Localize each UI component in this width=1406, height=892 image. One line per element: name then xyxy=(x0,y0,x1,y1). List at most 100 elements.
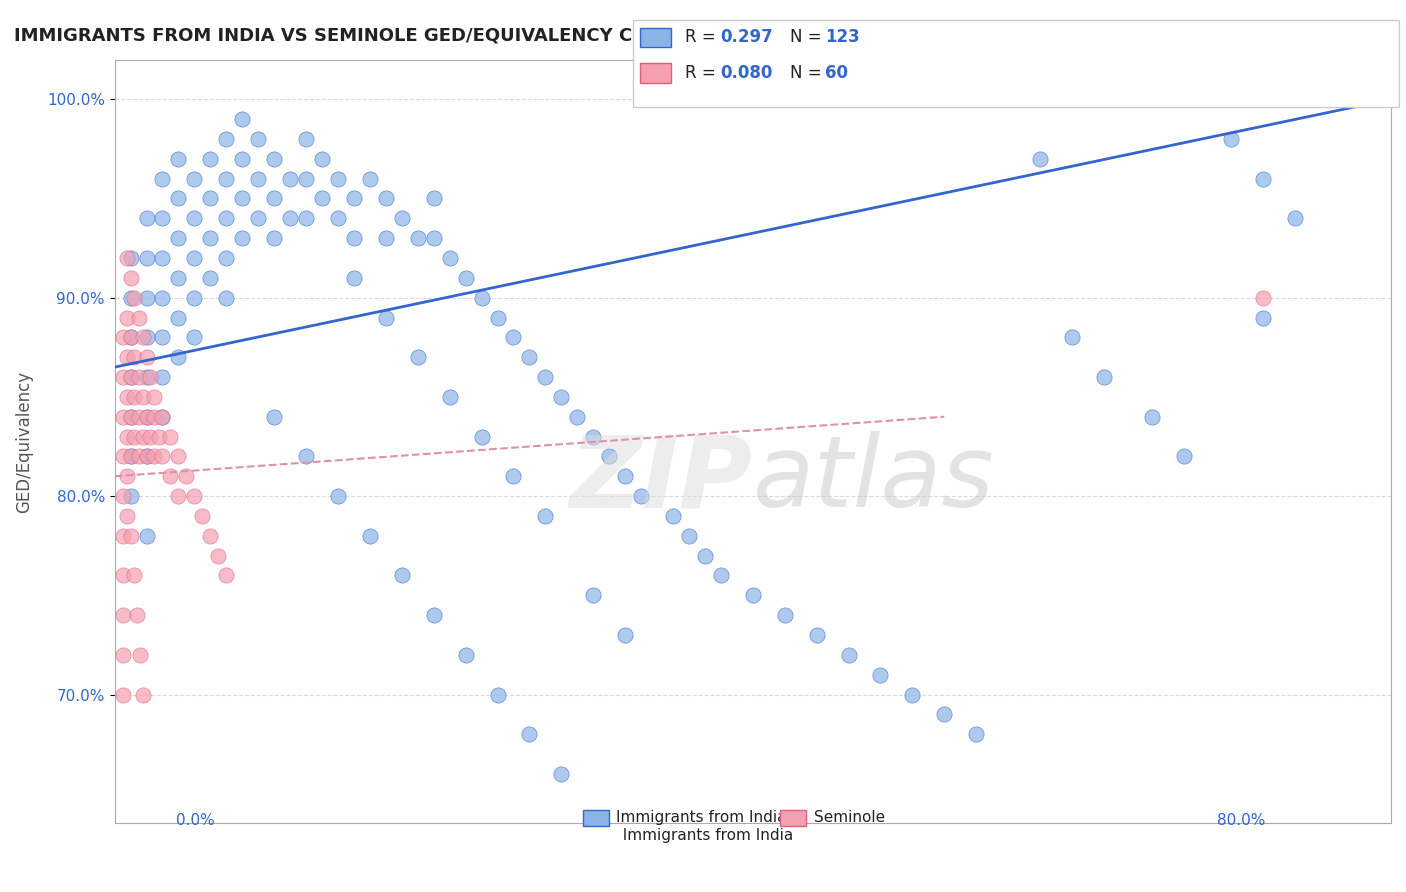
Point xyxy=(534,370,557,384)
Point xyxy=(120,450,142,464)
Point xyxy=(1092,370,1115,384)
Point xyxy=(215,171,238,186)
Point xyxy=(183,330,205,344)
Point xyxy=(132,429,155,443)
Point xyxy=(1253,171,1275,186)
Point xyxy=(135,450,157,464)
Text: 123: 123 xyxy=(825,29,860,46)
Point xyxy=(135,330,157,344)
Point xyxy=(132,330,155,344)
Point xyxy=(359,529,381,543)
Point xyxy=(207,549,229,563)
Point xyxy=(869,667,891,681)
Point xyxy=(135,211,157,226)
Y-axis label: GED/Equivalency: GED/Equivalency xyxy=(15,370,32,513)
Point xyxy=(117,508,139,523)
Point xyxy=(1173,450,1195,464)
Point xyxy=(454,648,477,662)
Text: ZIP: ZIP xyxy=(569,431,752,528)
Text: N =: N = xyxy=(790,29,827,46)
Point xyxy=(120,370,142,384)
Point xyxy=(343,231,366,245)
Point xyxy=(422,608,444,623)
Point xyxy=(167,152,190,166)
Point xyxy=(135,409,157,424)
Text: Seminole: Seminole xyxy=(814,811,886,825)
Point xyxy=(311,152,333,166)
Point xyxy=(122,568,145,582)
Point xyxy=(183,291,205,305)
Point xyxy=(129,648,152,662)
Point xyxy=(120,291,142,305)
Point xyxy=(135,291,157,305)
Point xyxy=(486,688,509,702)
Point xyxy=(152,450,174,464)
Text: R =: R = xyxy=(685,29,721,46)
Point xyxy=(326,489,349,503)
Point xyxy=(838,648,860,662)
Point xyxy=(471,429,494,443)
Point xyxy=(519,727,541,741)
Point xyxy=(167,192,190,206)
Point xyxy=(200,152,222,166)
Point xyxy=(122,350,145,364)
Point xyxy=(1253,291,1275,305)
Point xyxy=(295,132,318,146)
Point xyxy=(152,409,174,424)
Point xyxy=(117,390,139,404)
Point xyxy=(231,192,253,206)
Point xyxy=(630,489,652,503)
Point xyxy=(741,588,763,602)
Point xyxy=(247,171,270,186)
Point xyxy=(806,628,828,642)
Point xyxy=(167,489,190,503)
Point xyxy=(678,529,700,543)
Point xyxy=(128,409,150,424)
Point xyxy=(159,469,181,483)
Point xyxy=(120,270,142,285)
Point xyxy=(311,192,333,206)
Point xyxy=(117,251,139,265)
Point xyxy=(662,508,685,523)
Point xyxy=(200,192,222,206)
Point xyxy=(122,291,145,305)
Point xyxy=(247,211,270,226)
Point xyxy=(278,171,301,186)
Point xyxy=(263,192,285,206)
Text: 80.0%: 80.0% xyxy=(1218,814,1265,828)
Point xyxy=(295,450,318,464)
Point xyxy=(167,350,190,364)
Point xyxy=(1060,330,1083,344)
Point xyxy=(128,450,150,464)
Point xyxy=(231,152,253,166)
Point xyxy=(111,450,134,464)
Point xyxy=(148,429,170,443)
Point xyxy=(710,568,733,582)
Point xyxy=(247,132,270,146)
Point xyxy=(111,370,134,384)
Text: 60: 60 xyxy=(825,64,848,82)
Point xyxy=(454,270,477,285)
Point xyxy=(132,688,155,702)
Point xyxy=(263,231,285,245)
Point xyxy=(693,549,716,563)
Text: Immigrants from India: Immigrants from India xyxy=(613,828,793,843)
Point xyxy=(343,270,366,285)
Text: 0.080: 0.080 xyxy=(720,64,772,82)
Point xyxy=(534,508,557,523)
Point xyxy=(391,568,413,582)
Point xyxy=(128,370,150,384)
Point xyxy=(135,251,157,265)
Point xyxy=(120,330,142,344)
Point xyxy=(138,429,160,443)
Point xyxy=(773,608,796,623)
Text: Source: ZipAtlas.com: Source: ZipAtlas.com xyxy=(1244,27,1392,41)
Point xyxy=(295,171,318,186)
Point xyxy=(120,489,142,503)
Point xyxy=(111,409,134,424)
Point xyxy=(143,390,166,404)
Point xyxy=(120,409,142,424)
Point xyxy=(1253,310,1275,325)
Point xyxy=(132,390,155,404)
Point xyxy=(614,628,637,642)
